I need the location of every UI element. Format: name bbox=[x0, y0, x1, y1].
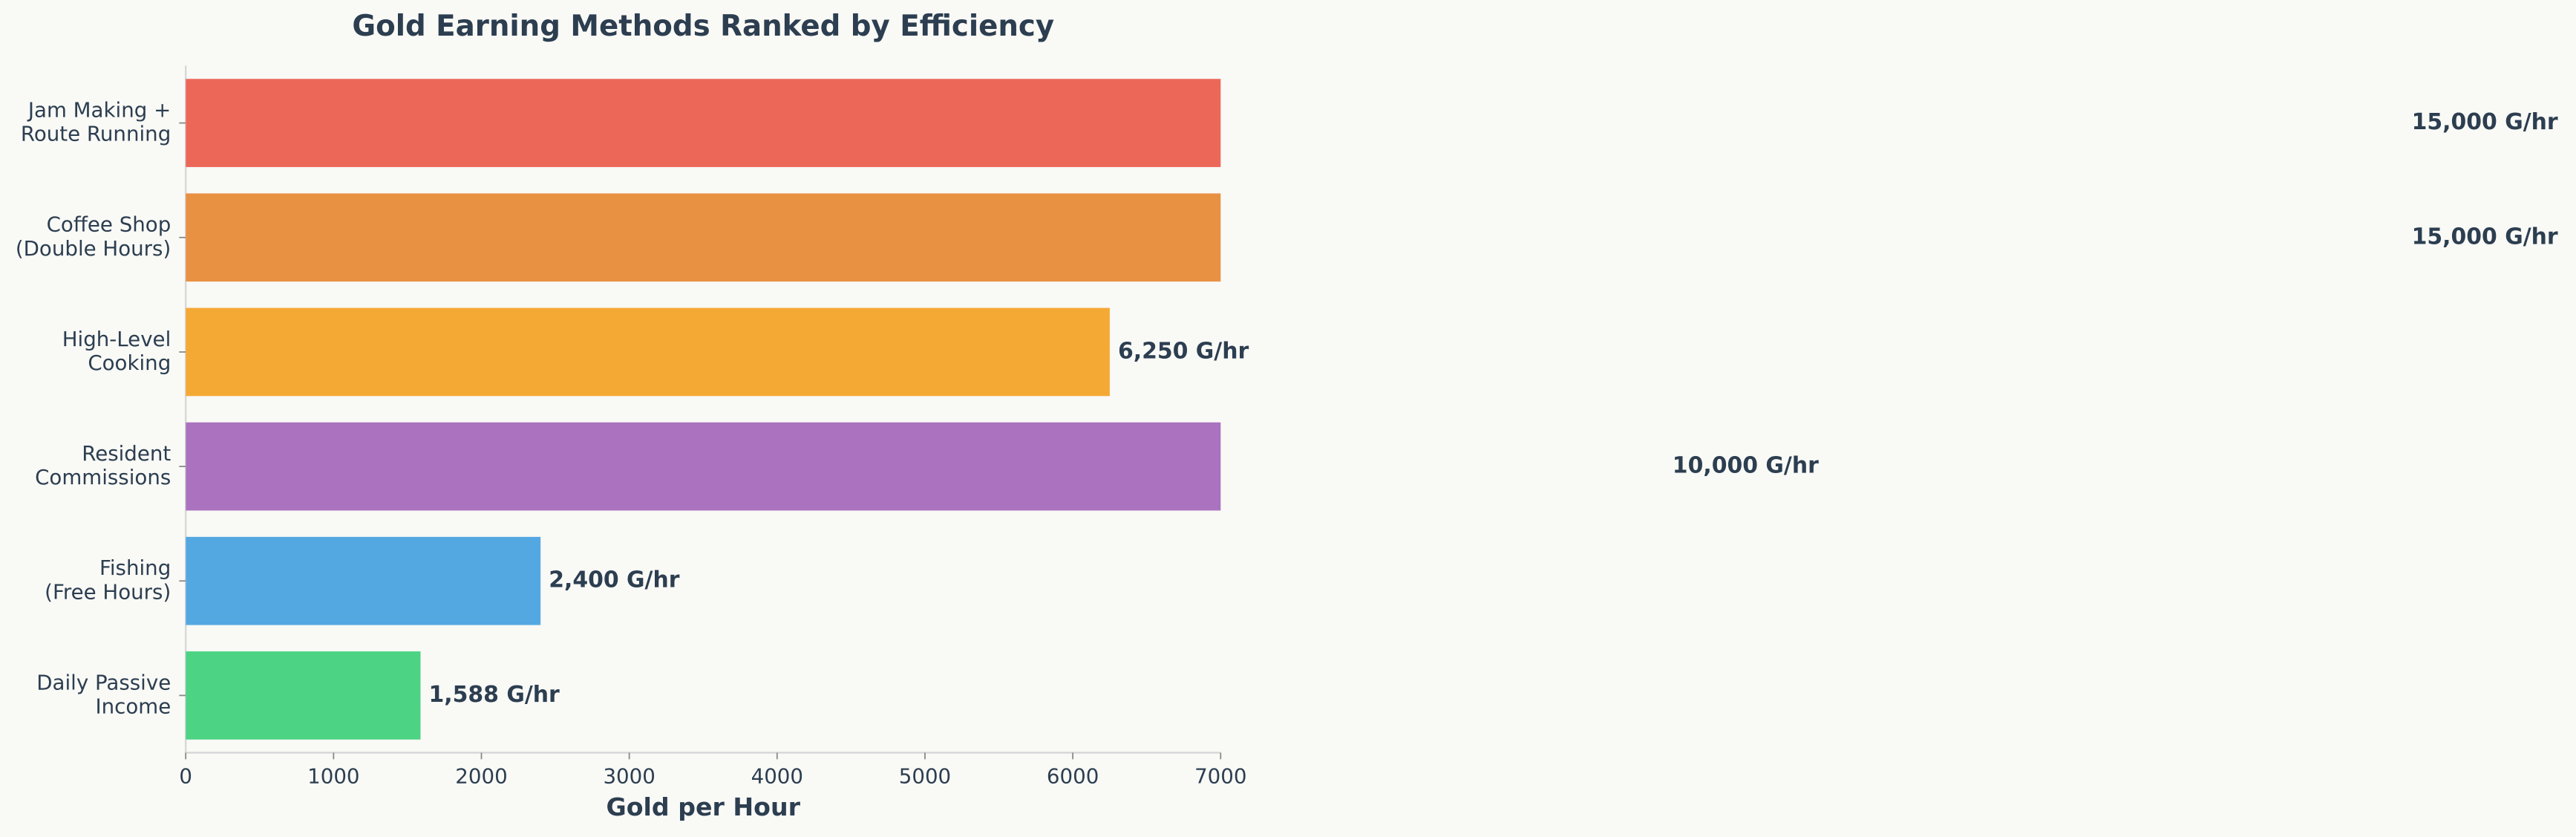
x-tick-label: 3000 bbox=[603, 764, 655, 789]
x-tick-label: 0 bbox=[179, 764, 192, 789]
x-tick-label: 4000 bbox=[751, 764, 803, 789]
x-tick-label: 5000 bbox=[899, 764, 951, 789]
value-label: 2,400 G/hr bbox=[549, 567, 680, 593]
x-tick-label: 2000 bbox=[455, 764, 507, 789]
value-label: 1,588 G/hr bbox=[429, 682, 560, 708]
value-label: 15,000 G/hr bbox=[2412, 224, 2558, 250]
x-axis-label: Gold per Hour bbox=[606, 792, 800, 821]
bars bbox=[186, 79, 1221, 740]
bar bbox=[186, 422, 1221, 511]
x-tick-label: 6000 bbox=[1047, 764, 1099, 789]
value-label: 10,000 G/hr bbox=[1673, 453, 1819, 479]
y-tick-label: Resident Commissions bbox=[35, 441, 171, 489]
y-tick-label: Daily Passive Income bbox=[36, 670, 171, 718]
bar bbox=[186, 536, 541, 625]
value-label: 6,250 G/hr bbox=[1118, 338, 1249, 364]
x-tick-label: 7000 bbox=[1194, 764, 1246, 789]
bar bbox=[186, 79, 1221, 167]
y-tick-label: Coffee Shop (Double Hours) bbox=[16, 212, 171, 261]
y-tick-label: Fishing (Free Hours) bbox=[45, 556, 171, 604]
chart-title: Gold Earning Methods Ranked by Efficienc… bbox=[352, 10, 1054, 43]
bar bbox=[186, 193, 1221, 282]
bar bbox=[186, 651, 421, 740]
bar bbox=[186, 307, 1110, 397]
y-tick-label: Jam Making + Route Running bbox=[21, 98, 171, 146]
x-tick-label: 1000 bbox=[307, 764, 359, 789]
value-label: 15,000 G/hr bbox=[2412, 109, 2558, 135]
y-tick-label: High-Level Cooking bbox=[62, 327, 171, 375]
